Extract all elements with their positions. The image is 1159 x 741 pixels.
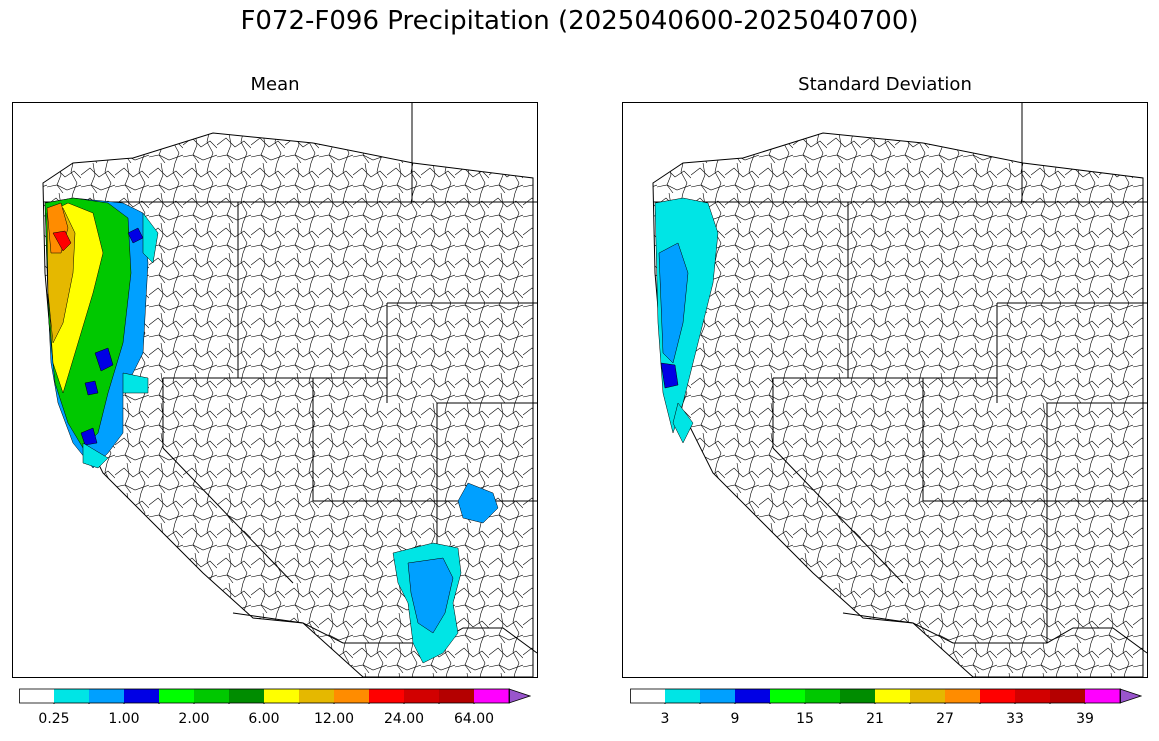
colorbar-swatch <box>735 689 771 703</box>
colorbar-swatch <box>1050 689 1086 703</box>
colorbar-extend-arrow <box>1119 688 1143 704</box>
colorbar-extend-arrow <box>508 688 532 704</box>
land-outline <box>652 132 1144 677</box>
colorbar-swatch <box>840 689 876 703</box>
colorbar-tick-label: 33 <box>1006 711 1024 727</box>
colorbar-swatch <box>159 689 195 703</box>
colorbar-swatch <box>910 689 946 703</box>
colorbar-tick-label: 21 <box>866 711 884 727</box>
colorbar-swatch <box>124 689 160 703</box>
colorbar-swatch <box>404 689 440 703</box>
colorbar-mean <box>19 688 532 704</box>
colorbar-tick-label: 24.00 <box>383 711 425 727</box>
colorbar-tick-label: 64.00 <box>453 711 495 727</box>
colorbar-tick-label: 39 <box>1076 711 1094 727</box>
panel-title-std: Standard Deviation <box>798 74 972 95</box>
colorbar-swatch <box>770 689 806 703</box>
map-std <box>622 102 1148 678</box>
colorbar-swatch <box>1085 689 1121 703</box>
panel-title-mean: Mean <box>250 74 300 95</box>
colorbar-tick-label: 0.25 <box>38 711 70 727</box>
colorbar-swatch <box>194 689 230 703</box>
colorbar-swatch <box>875 689 911 703</box>
colorbar-tick-label: 3 <box>660 711 670 727</box>
colorbar-mean-svg <box>19 688 532 704</box>
colorbar-tick-label: 15 <box>796 711 814 727</box>
colorbar-swatch <box>439 689 475 703</box>
colorbar-swatch <box>630 689 666 703</box>
map-mean-svg <box>42 103 537 677</box>
colorbar-swatch <box>19 689 55 703</box>
colorbar-swatch <box>334 689 370 703</box>
colorbar-tick-label: 27 <box>936 711 954 727</box>
colorbar-swatch <box>229 689 265 703</box>
std-shading <box>654 197 719 444</box>
colorbar-swatch <box>474 689 510 703</box>
colorbar-tick-label: 2.00 <box>178 711 210 727</box>
colorbar-swatch <box>945 689 981 703</box>
colorbar-tick-label: 12.00 <box>313 711 355 727</box>
colorbar-swatch <box>369 689 405 703</box>
colorbar-swatch <box>89 689 125 703</box>
colorbar-swatch <box>980 689 1016 703</box>
precip-shading <box>44 197 499 664</box>
figure-title: F072-F096 Precipitation (2025040600-2025… <box>240 6 919 36</box>
colorbar-swatch <box>700 689 736 703</box>
colorbar-swatch <box>264 689 300 703</box>
colorbar-swatch <box>665 689 701 703</box>
colorbar-tick-label: 6.00 <box>248 711 280 727</box>
map-std-svg <box>652 103 1147 677</box>
colorbar-swatch <box>805 689 841 703</box>
colorbar-swatch <box>299 689 335 703</box>
colorbar-std <box>630 688 1143 704</box>
colorbar-tick-label: 9 <box>730 711 740 727</box>
state-borders <box>653 103 1147 654</box>
map-mean <box>12 102 538 678</box>
colorbar-swatch <box>1015 689 1051 703</box>
colorbar-tick-label: 1.00 <box>108 711 140 727</box>
colorbar-std-svg <box>630 688 1143 704</box>
colorbar-swatch <box>54 689 90 703</box>
